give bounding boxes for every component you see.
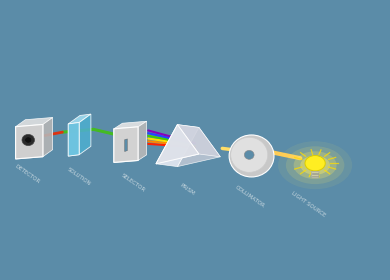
Ellipse shape [230, 137, 268, 172]
Polygon shape [311, 172, 319, 178]
Polygon shape [43, 118, 53, 157]
Polygon shape [177, 125, 220, 157]
Ellipse shape [294, 151, 337, 179]
Text: SOLUTION: SOLUTION [66, 167, 91, 187]
Polygon shape [68, 123, 79, 156]
Polygon shape [138, 121, 147, 160]
Text: SELECTOR: SELECTOR [120, 172, 146, 193]
Polygon shape [79, 114, 91, 155]
Text: DETECTOR: DETECTOR [14, 164, 41, 185]
Polygon shape [114, 121, 147, 129]
Polygon shape [114, 127, 138, 162]
Ellipse shape [22, 134, 34, 146]
Ellipse shape [305, 156, 325, 171]
Ellipse shape [244, 150, 254, 159]
Text: LIGHT SOURCE: LIGHT SOURCE [291, 191, 326, 218]
Text: COLLIMATOR: COLLIMATOR [234, 185, 266, 209]
Polygon shape [114, 127, 138, 162]
Polygon shape [16, 125, 43, 159]
Ellipse shape [300, 156, 330, 175]
Polygon shape [124, 139, 127, 151]
Ellipse shape [286, 146, 344, 184]
Polygon shape [156, 125, 199, 167]
Polygon shape [16, 125, 43, 159]
Text: PRISM: PRISM [179, 183, 196, 197]
Polygon shape [156, 125, 199, 164]
Polygon shape [68, 114, 91, 124]
Polygon shape [177, 127, 220, 167]
Ellipse shape [278, 141, 352, 189]
Polygon shape [68, 123, 79, 156]
Ellipse shape [25, 137, 32, 143]
Ellipse shape [229, 135, 274, 177]
Polygon shape [156, 125, 199, 164]
Polygon shape [16, 118, 53, 127]
